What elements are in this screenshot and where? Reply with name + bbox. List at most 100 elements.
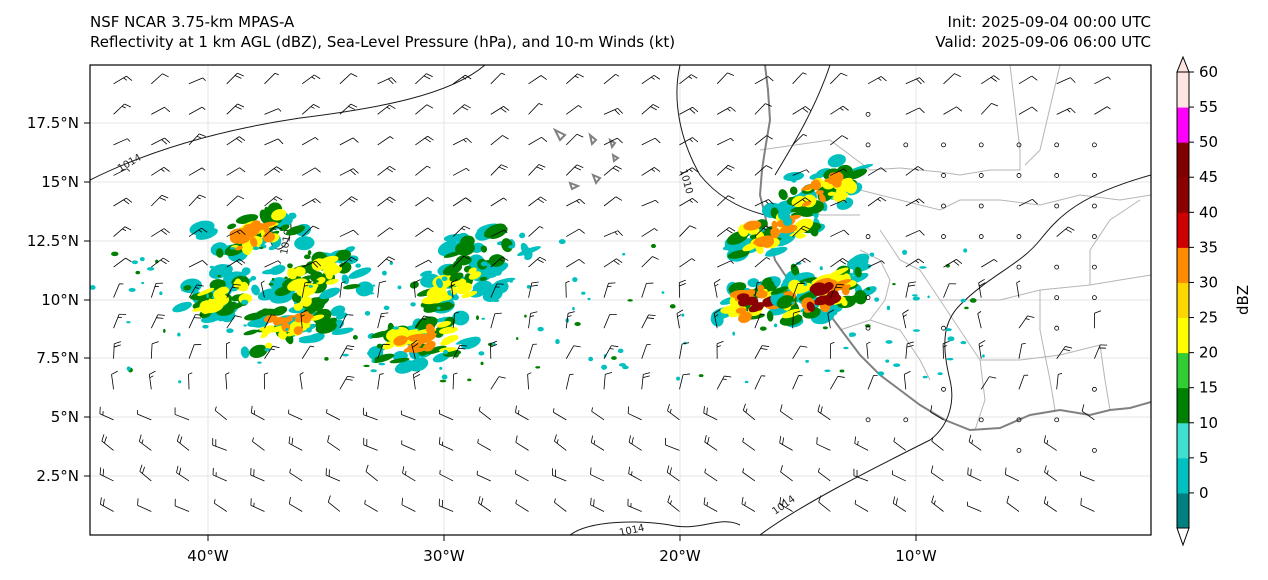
wind-barb	[978, 173, 984, 178]
wind-barb	[439, 437, 454, 451]
wind-barb	[226, 136, 246, 146]
reflectivity-speck	[681, 313, 685, 317]
wind-barb	[628, 435, 642, 451]
reflectivity-speck	[617, 348, 624, 354]
wind-barb	[943, 259, 963, 268]
wind-barb	[641, 167, 661, 176]
wind-barb	[792, 375, 803, 390]
wind-barb	[603, 345, 619, 359]
wind-barb	[302, 137, 319, 146]
wind-barb	[1016, 417, 1022, 423]
wind-barb	[339, 314, 354, 329]
reflectivity-speck	[509, 280, 513, 283]
wind-barb	[716, 106, 736, 115]
wind-barb	[137, 498, 152, 512]
x-axis: 40°W 30°W 20°W 10°W	[187, 535, 937, 565]
wind-barb	[452, 344, 467, 359]
wind-barb	[413, 279, 421, 298]
wind-barb	[477, 439, 492, 451]
wind-barb	[679, 137, 699, 146]
wind-barb	[1054, 203, 1060, 209]
wind-barb	[252, 437, 265, 451]
wind-barb	[1094, 106, 1111, 115]
reflectivity-speck	[382, 270, 387, 276]
wind-barb	[903, 370, 911, 390]
wind-barb	[264, 314, 276, 329]
wind-barb	[830, 72, 848, 85]
wind-barb	[339, 345, 355, 359]
reflectivity-speck	[922, 375, 928, 379]
reflectivity-speck	[271, 277, 275, 281]
wind-barb	[1018, 75, 1038, 85]
wind-barb	[829, 375, 845, 390]
reflectivity-speck	[960, 298, 966, 303]
reflectivity-speck	[307, 250, 312, 256]
wind-barb	[830, 199, 848, 207]
wind-barb	[565, 133, 584, 146]
wind-barb	[174, 498, 190, 512]
wind-barb	[528, 103, 543, 115]
reflectivity-speck	[759, 326, 767, 331]
wind-barb	[301, 104, 320, 115]
reflectivity-speck	[205, 298, 209, 301]
wind-barb	[716, 375, 732, 390]
wind-barb	[818, 495, 831, 512]
wind-barb	[867, 167, 887, 176]
wind-barb	[716, 72, 735, 85]
wind-barb	[792, 197, 812, 207]
reflectivity-speck	[572, 277, 578, 283]
wind-barb	[452, 255, 471, 268]
reflectivity-speck	[126, 321, 131, 324]
reflectivity-speck	[911, 294, 918, 297]
wind-barb	[226, 195, 245, 207]
wind-barb	[226, 258, 246, 268]
wind-barb	[151, 73, 169, 85]
pressure-contours	[90, 65, 1151, 535]
wind-barb	[679, 373, 691, 390]
wind-barb	[528, 311, 538, 329]
wind-barb	[452, 74, 472, 85]
reflectivity-speck	[912, 296, 920, 301]
wind-barb	[377, 312, 389, 329]
wind-barb	[515, 405, 529, 421]
wind-barb	[226, 283, 241, 298]
wind-barb	[1018, 198, 1038, 207]
wind-barb	[641, 137, 661, 146]
wind-barb	[415, 259, 432, 268]
wind-barb	[528, 226, 544, 237]
wind-barb	[941, 234, 946, 239]
colorbar-tick-label: 45	[1199, 168, 1218, 186]
init-time: Init: 2025-09-04 00:00 UTC	[947, 13, 1151, 31]
reflectivity-speck	[476, 315, 479, 320]
reflectivity-speck	[669, 304, 676, 309]
wind-barb	[665, 437, 680, 451]
wind-barb	[363, 407, 378, 421]
wind-barb	[365, 464, 378, 482]
wind-barb	[716, 195, 735, 207]
reflectivity-speck	[869, 252, 875, 257]
reflectivity-speck	[370, 369, 377, 373]
reflectivity-speck	[927, 295, 930, 299]
wind-barb	[978, 142, 984, 148]
wind-barb	[830, 229, 850, 237]
y-tick-5n: 5°N	[51, 408, 79, 426]
wind-barb	[641, 256, 659, 268]
wind-barb	[212, 438, 227, 451]
reflectivity-speck	[355, 263, 361, 268]
wind-barb	[641, 282, 654, 298]
wind-barb	[931, 437, 944, 451]
wind-barb	[941, 142, 946, 148]
wind-barb	[377, 256, 396, 268]
reflectivity-speck	[886, 305, 891, 311]
wind-barbs	[99, 72, 1111, 512]
reflectivity-speck	[439, 366, 443, 370]
reflectivity-speck	[969, 298, 977, 303]
reflectivity-cell	[366, 310, 481, 374]
wind-barb	[339, 103, 358, 115]
wind-barb	[478, 406, 492, 421]
wind-barb	[717, 260, 734, 268]
reflectivity-speck	[284, 276, 288, 280]
wind-barb	[188, 314, 203, 329]
wind-barb	[301, 167, 321, 176]
wind-barb	[411, 339, 419, 359]
